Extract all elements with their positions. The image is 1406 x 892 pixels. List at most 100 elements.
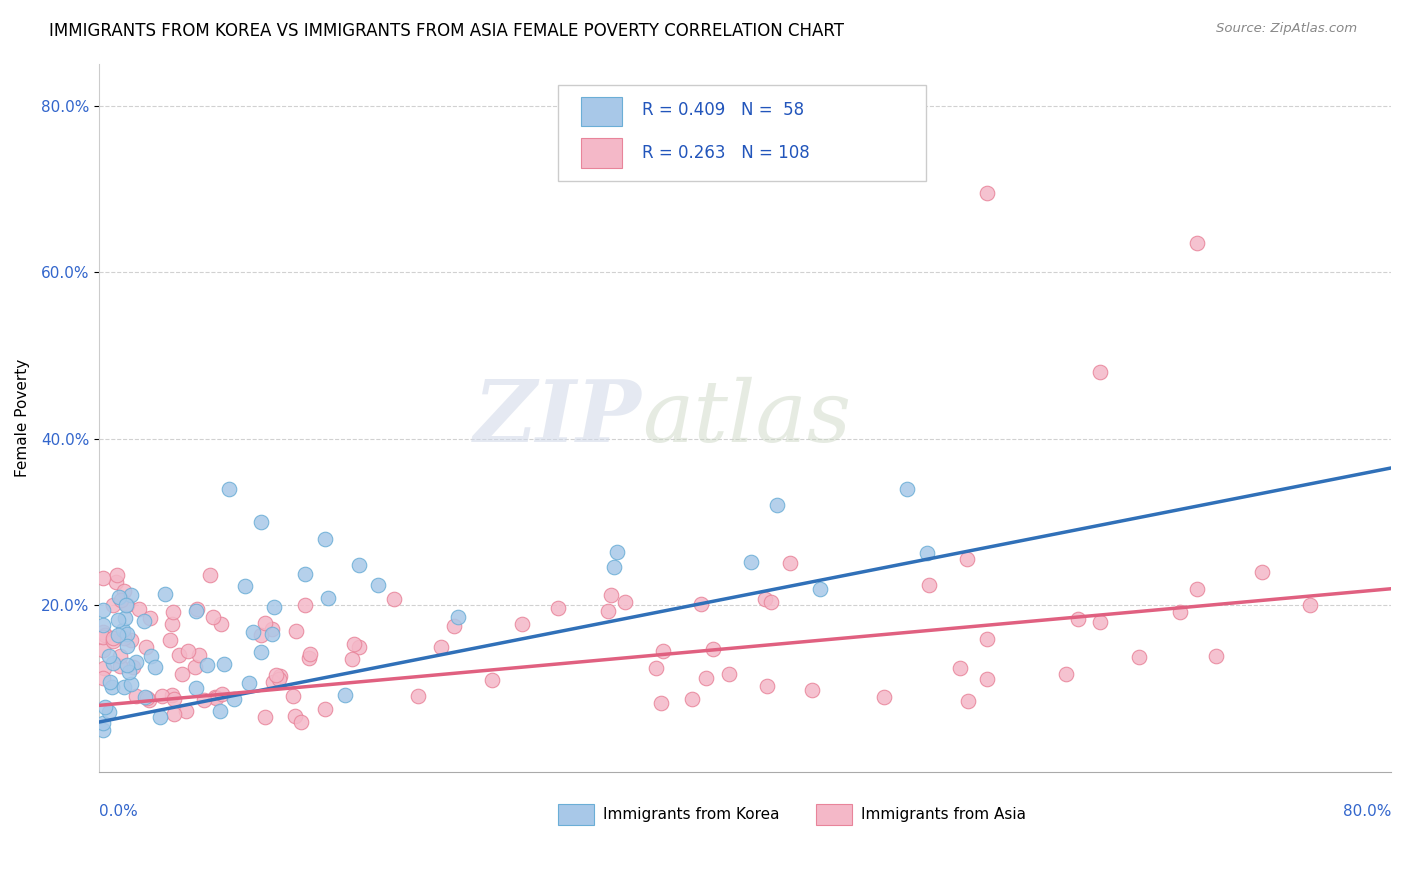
Point xyxy=(117,640,139,654)
Point xyxy=(238,676,260,690)
Point xyxy=(98,705,121,719)
Point xyxy=(650,696,672,710)
Point xyxy=(896,482,918,496)
Point xyxy=(222,692,245,706)
Point xyxy=(110,593,132,607)
Point xyxy=(1090,365,1112,379)
Point xyxy=(198,567,221,582)
Point xyxy=(600,588,623,602)
Point xyxy=(283,689,305,703)
Point xyxy=(1067,612,1090,626)
Point xyxy=(101,680,124,694)
Text: IMMIGRANTS FROM KOREA VS IMMIGRANTS FROM ASIA FEMALE POVERTY CORRELATION CHART: IMMIGRANTS FROM KOREA VS IMMIGRANTS FROM… xyxy=(49,22,844,40)
Point xyxy=(335,688,357,702)
Text: 80.0%: 80.0% xyxy=(1343,804,1391,819)
Point xyxy=(159,632,181,647)
Text: Source: ZipAtlas.com: Source: ZipAtlas.com xyxy=(1216,22,1357,36)
Point xyxy=(110,659,132,673)
Point xyxy=(598,604,620,618)
Point xyxy=(209,617,232,632)
Point xyxy=(294,598,316,612)
Point xyxy=(118,665,141,679)
Point xyxy=(314,702,336,716)
Point xyxy=(447,610,470,624)
Point xyxy=(681,692,703,706)
Point xyxy=(160,617,183,632)
Point xyxy=(114,598,136,612)
Point xyxy=(91,631,114,645)
Point xyxy=(766,499,789,513)
Point xyxy=(242,624,264,639)
Point xyxy=(249,515,271,529)
Point xyxy=(976,672,998,686)
Point xyxy=(125,690,148,704)
Point xyxy=(603,560,626,574)
Point xyxy=(347,558,370,572)
Y-axis label: Female Poverty: Female Poverty xyxy=(15,359,30,477)
Point xyxy=(779,556,801,570)
Bar xyxy=(558,86,927,181)
Point xyxy=(193,692,215,706)
Point xyxy=(801,683,824,698)
Point xyxy=(316,591,339,605)
Point xyxy=(91,572,114,586)
Point xyxy=(264,668,287,682)
Point xyxy=(94,699,117,714)
Point xyxy=(169,648,191,663)
Point xyxy=(443,619,465,633)
Point xyxy=(718,667,741,681)
Point xyxy=(143,660,166,674)
Text: Immigrants from Korea: Immigrants from Korea xyxy=(603,807,779,822)
Point xyxy=(254,615,277,630)
Point xyxy=(340,652,363,666)
Point xyxy=(406,689,429,703)
Point xyxy=(163,706,186,721)
Point xyxy=(284,624,307,638)
Point xyxy=(120,588,142,602)
Point xyxy=(510,617,533,632)
Point xyxy=(367,578,389,592)
Point xyxy=(97,649,120,664)
Point xyxy=(138,693,160,707)
Point xyxy=(170,667,193,681)
Point xyxy=(298,651,321,665)
Point xyxy=(186,604,208,618)
Text: 0.0%: 0.0% xyxy=(100,804,138,819)
Point xyxy=(756,679,779,693)
Point xyxy=(91,625,114,640)
Point xyxy=(112,583,135,598)
Point xyxy=(117,626,139,640)
Point xyxy=(249,628,271,642)
Point xyxy=(91,618,114,632)
Point xyxy=(103,634,125,648)
Point xyxy=(177,644,200,658)
Text: R = 0.409   N =  58: R = 0.409 N = 58 xyxy=(641,101,804,119)
Point xyxy=(110,648,132,663)
Point xyxy=(184,660,207,674)
Point xyxy=(262,675,284,690)
Point xyxy=(1054,667,1077,681)
Point xyxy=(107,590,129,604)
Point xyxy=(93,661,115,675)
Point xyxy=(201,609,224,624)
Point xyxy=(976,186,998,201)
Point xyxy=(120,677,142,691)
Point xyxy=(956,694,979,708)
Point xyxy=(1168,605,1191,619)
Point xyxy=(212,657,235,671)
Point xyxy=(112,680,135,694)
Point xyxy=(314,532,336,546)
Bar xyxy=(581,96,623,127)
Point xyxy=(91,723,114,738)
Point xyxy=(135,640,157,654)
Point xyxy=(917,578,939,592)
Point xyxy=(644,660,666,674)
Point xyxy=(343,637,366,651)
Point xyxy=(754,591,776,606)
Point xyxy=(115,658,138,673)
Point xyxy=(91,715,114,730)
Point xyxy=(915,546,938,560)
Point xyxy=(125,655,148,669)
Point xyxy=(740,555,762,569)
Point xyxy=(267,673,290,687)
